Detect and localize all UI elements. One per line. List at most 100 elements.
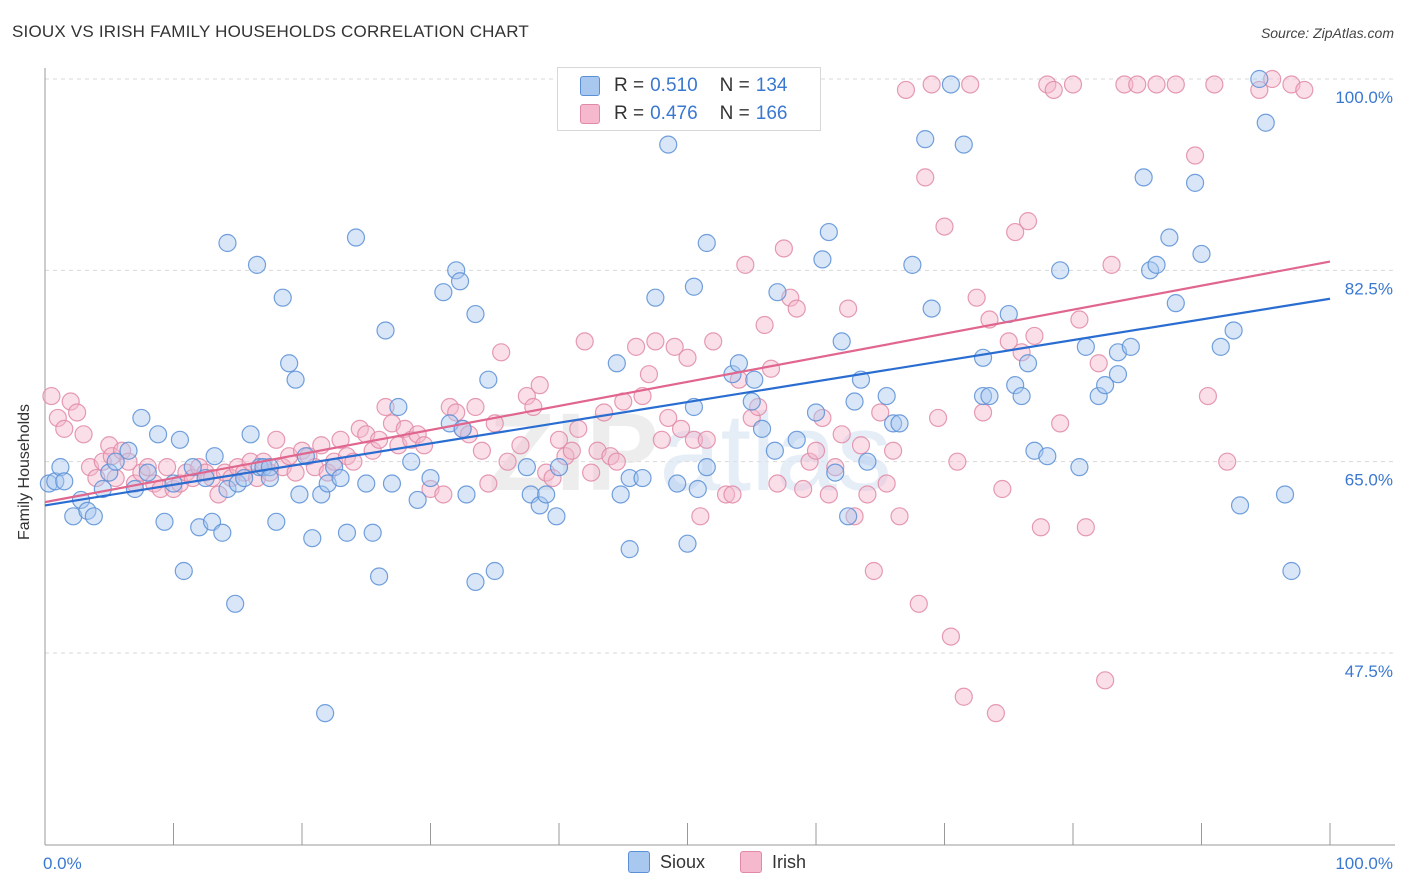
irish-point (575, 332, 594, 351)
irish-point (1025, 326, 1044, 346)
sioux-point (1230, 496, 1250, 515)
irish-point (68, 403, 87, 422)
sioux-point (312, 485, 331, 504)
irish-point (768, 474, 787, 493)
n-label: N = (719, 103, 750, 124)
irish-point (472, 441, 491, 460)
irish-point (376, 397, 395, 417)
irish-point (890, 507, 909, 526)
irish-point (331, 430, 350, 449)
sioux-point (183, 458, 202, 477)
irish-point (562, 441, 581, 460)
irish-point (832, 425, 851, 444)
irish-point (883, 441, 903, 460)
irish-point (639, 365, 659, 384)
sioux-point (620, 468, 639, 488)
sioux-point (241, 425, 260, 444)
irish-point (684, 430, 704, 449)
sioux-point (337, 523, 357, 542)
legend-row-irish: R = 0.476 N = 166 (580, 101, 787, 127)
sioux-point (826, 463, 845, 482)
sioux-point (729, 354, 749, 373)
sioux-point (1018, 354, 1038, 373)
irish-swatch (580, 104, 600, 124)
irish-point (1147, 75, 1166, 94)
sioux-point (485, 561, 504, 581)
irish-point (736, 255, 755, 274)
sioux-point (922, 299, 941, 318)
sioux-point (941, 75, 961, 94)
sioux-point (247, 255, 267, 274)
irish-point (916, 168, 935, 187)
irish-point (1115, 75, 1134, 94)
sioux-point (408, 490, 427, 510)
irish-point (55, 419, 74, 438)
sioux-point (787, 430, 806, 449)
irish-point (1089, 354, 1108, 373)
irish-point (794, 479, 813, 499)
sioux-point (607, 354, 626, 373)
sioux-point (213, 523, 232, 542)
sioux-point (549, 458, 569, 477)
legend-item-irish: Irish (740, 851, 806, 873)
sioux-point (434, 283, 453, 302)
stats-legend: R = 0.510 N = 134 R = 0.476 N = 166 (557, 67, 821, 131)
irish-point (864, 561, 883, 581)
irish-point (845, 507, 864, 526)
sioux-point (1134, 168, 1153, 187)
irish-point (1218, 452, 1237, 471)
sioux-point (106, 452, 125, 471)
sioux-point (457, 485, 476, 504)
sioux-point (659, 135, 678, 154)
irish-point (498, 452, 517, 471)
irish-point (61, 392, 80, 411)
irish-point (954, 687, 973, 706)
sioux-point (286, 370, 305, 389)
sioux-point (1070, 458, 1089, 477)
irish-point (800, 452, 819, 471)
axes (44, 68, 1395, 846)
irish-point (826, 458, 845, 477)
sioux-point (858, 452, 877, 471)
n-label: N = (719, 75, 750, 96)
sioux-point (903, 255, 922, 274)
irish-point (1031, 518, 1050, 537)
sioux-point (450, 272, 470, 291)
sioux-point (346, 228, 366, 247)
legend-item-sioux: Sioux (628, 851, 705, 873)
irish-point (986, 704, 1006, 723)
legend-label-sioux: Sioux (660, 851, 706, 872)
sioux-point (1275, 485, 1295, 504)
sioux-point (218, 233, 237, 253)
irish-point (209, 485, 228, 504)
watermark-atlas: atlas (659, 391, 891, 514)
sioux-point (537, 485, 556, 504)
irish-point (787, 299, 806, 318)
legend-row-sioux: R = 0.510 N = 134 (580, 73, 787, 99)
sioux-point (517, 458, 536, 477)
sioux-point (768, 283, 787, 302)
irish-point (1051, 414, 1070, 433)
y-tick-label: 47.5% (1345, 662, 1393, 681)
irish-point (543, 468, 562, 488)
sioux-point (765, 441, 784, 460)
sioux-point (678, 534, 697, 553)
irish-point (1076, 518, 1095, 537)
sioux-point (1108, 365, 1128, 384)
irish-point (1295, 80, 1314, 100)
irish-point (935, 217, 954, 236)
irish-point (973, 403, 993, 422)
irish-point (723, 485, 742, 504)
sioux-point (684, 277, 704, 296)
sioux-point (280, 354, 299, 373)
irish-point (1205, 75, 1224, 94)
irish-point (839, 299, 858, 318)
sioux-point (819, 222, 838, 242)
sioux-point (611, 485, 630, 504)
irish-point (678, 348, 697, 367)
sioux-point (155, 512, 174, 531)
irish-point (967, 288, 986, 307)
irish-point (492, 343, 511, 362)
sioux-point (466, 304, 485, 324)
